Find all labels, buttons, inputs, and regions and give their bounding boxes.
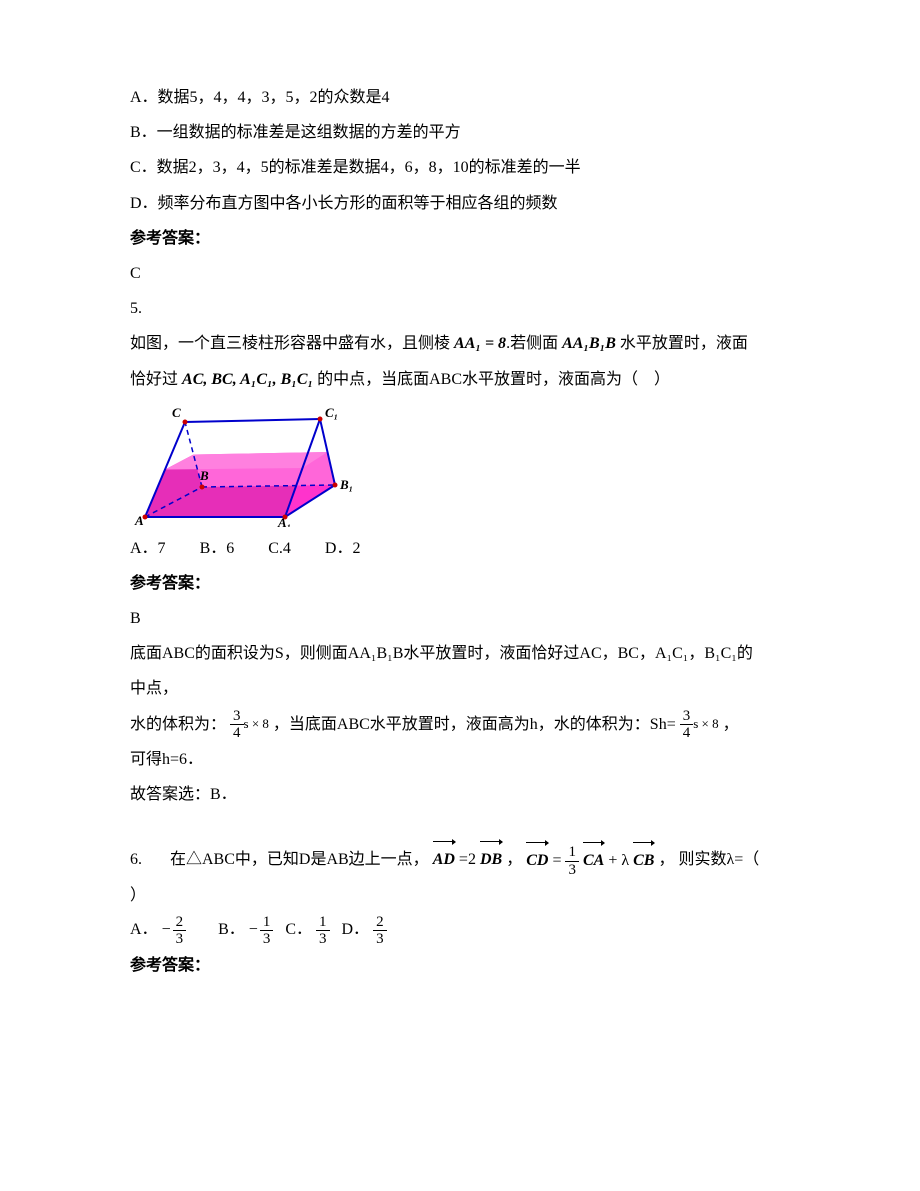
label-C1: C₁ bbox=[325, 405, 338, 420]
vec-CA: CA bbox=[583, 843, 604, 878]
q6-stem: 6. 在△ABC中，已知D是AB边上一点， AD =2 DB ， CD = 13… bbox=[130, 842, 810, 878]
comma1: ， bbox=[506, 851, 522, 868]
f13d: 3 bbox=[565, 862, 579, 879]
ob-d: 3 bbox=[260, 931, 274, 948]
optC-label: C． bbox=[285, 921, 312, 938]
q5-stem-1b: .若侧面 bbox=[506, 335, 562, 352]
oc-n: 1 bbox=[316, 914, 330, 932]
q5-sol-line1: 底面ABC的面积设为S，则侧面AA₁B₁B水平放置时，液面恰好过AC，BC，A₁… bbox=[130, 636, 810, 671]
q4-answer: C bbox=[130, 256, 810, 291]
optB-label: B． bbox=[218, 921, 245, 938]
q6-opt-c: C． 13 bbox=[285, 921, 333, 938]
q5-opt-a: A．7 bbox=[130, 540, 166, 557]
eq-pre: = bbox=[552, 852, 565, 869]
q5-stem-1c: 水平放置时，液面 bbox=[616, 335, 748, 352]
prism-svg: A B C A₁ B₁ C₁ bbox=[130, 397, 360, 527]
vec-DB: DB bbox=[480, 842, 502, 877]
q5-stem-line1: 如图，一个直三棱柱形容器中盛有水，且侧棱 AA₁ = 8.若侧面 AA₁B₁B … bbox=[130, 326, 810, 361]
q4-option-c: C．数据2，3，4，5的标准差是数据4，6，8，10的标准差的一半 bbox=[130, 150, 810, 185]
oa-n: 2 bbox=[173, 914, 187, 932]
q4-option-b: B．一组数据的标准差是这组数据的方差的平方 bbox=[130, 115, 810, 150]
q5-options: A．7 B．6 C.4 D．2 bbox=[130, 531, 810, 566]
vec-CD: CD bbox=[526, 843, 548, 878]
q5-sol-line2: 水的体积为： 34s × 8 ，当底面ABC水平放置时，液面高为h，水的体积为：… bbox=[130, 707, 810, 742]
oa-d: 3 bbox=[173, 931, 187, 948]
frac-3-4-s8-2: 34s × 8 bbox=[680, 708, 719, 742]
vec-AD: AD bbox=[433, 842, 455, 877]
q5-diagram: A B C A₁ B₁ C₁ bbox=[130, 397, 810, 531]
q5-opt-b: B．6 bbox=[200, 540, 235, 557]
q5-sol-line3: 可得h=6． bbox=[130, 742, 810, 777]
q5-stem-2a: 恰好过 bbox=[130, 371, 182, 388]
label-C: C bbox=[172, 405, 181, 420]
frac-tail2: s × 8 bbox=[693, 716, 718, 731]
q5-sol2c: ， bbox=[723, 716, 739, 733]
q5-sol-line1b: 中点， bbox=[130, 671, 810, 706]
eq-2: =2 bbox=[459, 851, 476, 868]
optA-label: A． bbox=[130, 921, 158, 938]
cd-eq: CD = 13 CA + λ CB bbox=[526, 843, 654, 878]
q5-sol2b: ，当底面ABC水平放置时，液面高为h，水的体积为：Sh= bbox=[273, 716, 676, 733]
ob-n: 1 bbox=[260, 914, 274, 932]
f13n: 1 bbox=[565, 844, 579, 862]
optD-label: D． bbox=[342, 921, 370, 938]
q5-opt-d: D．2 bbox=[325, 540, 361, 557]
frac-num: 3 bbox=[230, 708, 244, 726]
q6-number: 6. bbox=[130, 851, 146, 868]
od-n: 2 bbox=[373, 914, 387, 932]
vec-CB: CB bbox=[633, 843, 654, 878]
frac-den2: 4 bbox=[680, 725, 694, 742]
q5-sol2a: 水的体积为： bbox=[130, 716, 226, 733]
label-A: A bbox=[134, 513, 144, 527]
q5-stem-1a: 如图，一个直三棱柱形容器中盛有水，且侧棱 bbox=[130, 335, 454, 352]
q6-stem-a: 在△ABC中，已知D是AB边上一点， bbox=[170, 851, 429, 868]
q6-close: ） bbox=[130, 878, 810, 913]
oc-d: 3 bbox=[316, 931, 330, 948]
label-B1: B₁ bbox=[339, 477, 353, 492]
q4-answer-label: 参考答案： bbox=[130, 221, 810, 256]
q5-sol-line4: 故答案选：B． bbox=[130, 777, 810, 812]
q5-number: 5. bbox=[130, 291, 810, 326]
plus-lambda: + λ bbox=[608, 852, 629, 869]
q6-opt-b: B． −13 bbox=[218, 921, 277, 938]
q5-eq-AA1: AA₁ = 8 bbox=[454, 335, 506, 352]
q6-opt-d: D． 23 bbox=[342, 921, 387, 938]
frac-den: 4 bbox=[230, 725, 244, 742]
q5-answer-label: 参考答案： bbox=[130, 566, 810, 601]
label-A1: A₁ bbox=[277, 515, 291, 527]
q6-stem-b: ， 则实数λ=（ bbox=[658, 851, 759, 868]
label-B: B bbox=[199, 468, 209, 483]
od-d: 3 bbox=[373, 931, 387, 948]
q5-eq-edges: AC, BC, A₁C₁, B₁C₁ bbox=[182, 371, 313, 388]
q5-stem-line2: 恰好过 AC, BC, A₁C₁, B₁C₁ 的中点，当底面ABC水平放置时，液… bbox=[130, 362, 810, 397]
frac-num2: 3 bbox=[680, 708, 694, 726]
q6-opt-a: A． −23 bbox=[130, 921, 190, 938]
frac-3-4-s8-1: 34s × 8 bbox=[230, 708, 269, 742]
frac-tail: s × 8 bbox=[244, 716, 269, 731]
q5-opt-c: C.4 bbox=[268, 540, 291, 557]
q6-options: A． −23 B． −13 C． 13 D． 23 bbox=[130, 914, 810, 948]
q5-stem-2b: 的中点，当底面ABC水平放置时，液面高为（ ） bbox=[313, 371, 670, 388]
q4-option-a: A．数据5，4，4，3，5，2的众数是4 bbox=[130, 80, 810, 115]
q4-option-d: D．频率分布直方图中各小长方形的面积等于相应各组的频数 bbox=[130, 186, 810, 221]
q5-answer: B bbox=[130, 601, 810, 636]
q6-answer-label: 参考答案： bbox=[130, 948, 810, 983]
q5-sol1: 底面ABC的面积设为S，则侧面AA₁B₁B水平放置时，液面恰好过AC，BC，A₁… bbox=[130, 645, 753, 662]
q5-eq-face: AA₁B₁B bbox=[562, 335, 616, 352]
